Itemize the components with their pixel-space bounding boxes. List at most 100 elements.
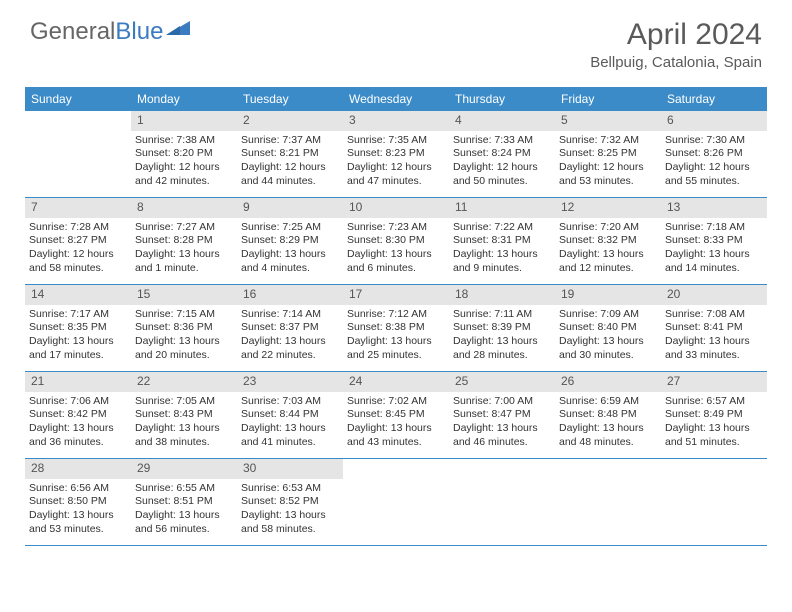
day-cell: 8Sunrise: 7:27 AMSunset: 8:28 PMDaylight… xyxy=(131,198,237,284)
day-cell: 10Sunrise: 7:23 AMSunset: 8:30 PMDayligh… xyxy=(343,198,449,284)
weekday-header-cell: Monday xyxy=(131,87,237,111)
page-header: GeneralBlue April 2024 Bellpuig, Catalon… xyxy=(0,0,792,79)
title-block: April 2024 Bellpuig, Catalonia, Spain xyxy=(590,18,762,71)
logo: GeneralBlue xyxy=(30,18,192,46)
sunset-text: Sunset: 8:29 PM xyxy=(241,234,339,248)
sunrise-text: Sunrise: 7:09 AM xyxy=(559,308,657,322)
sunrise-text: Sunrise: 7:17 AM xyxy=(29,308,127,322)
sunset-text: Sunset: 8:39 PM xyxy=(453,321,551,335)
day-cell: 25Sunrise: 7:00 AMSunset: 8:47 PMDayligh… xyxy=(449,372,555,458)
sunrise-text: Sunrise: 7:37 AM xyxy=(241,134,339,148)
daylight-text: Daylight: 13 hours and 9 minutes. xyxy=(453,248,551,275)
weekday-header-cell: Tuesday xyxy=(237,87,343,111)
sunset-text: Sunset: 8:44 PM xyxy=(241,408,339,422)
day-number: 20 xyxy=(661,285,767,305)
sunrise-text: Sunrise: 7:15 AM xyxy=(135,308,233,322)
logo-triangle-icon xyxy=(166,18,192,46)
sunset-text: Sunset: 8:38 PM xyxy=(347,321,445,335)
sunset-text: Sunset: 8:37 PM xyxy=(241,321,339,335)
day-number: 10 xyxy=(343,198,449,218)
day-number: 13 xyxy=(661,198,767,218)
sunrise-text: Sunrise: 7:20 AM xyxy=(559,221,657,235)
day-number: 24 xyxy=(343,372,449,392)
day-cell xyxy=(661,459,767,545)
daylight-text: Daylight: 13 hours and 43 minutes. xyxy=(347,422,445,449)
sunset-text: Sunset: 8:47 PM xyxy=(453,408,551,422)
daylight-text: Daylight: 13 hours and 33 minutes. xyxy=(665,335,763,362)
sunset-text: Sunset: 8:45 PM xyxy=(347,408,445,422)
day-cell: 24 Sunrise: 7:02 AMSunset: 8:45 PMDayligh… xyxy=(343,372,449,458)
day-number: 1 xyxy=(131,111,237,131)
daylight-text: Daylight: 12 hours and 58 minutes. xyxy=(29,248,127,275)
day-cell xyxy=(25,111,131,197)
day-number: 30 xyxy=(237,459,343,479)
sunset-text: Sunset: 8:21 PM xyxy=(241,147,339,161)
sunset-text: Sunset: 8:32 PM xyxy=(559,234,657,248)
day-number: 25 xyxy=(449,372,555,392)
sunset-text: Sunset: 8:51 PM xyxy=(135,495,233,509)
sunrise-text: Sunrise: 7:02 AM xyxy=(347,395,445,409)
daylight-text: Daylight: 13 hours and 56 minutes. xyxy=(135,509,233,536)
sunset-text: Sunset: 8:23 PM xyxy=(347,147,445,161)
sunrise-text: Sunrise: 6:57 AM xyxy=(665,395,763,409)
day-number: 22 xyxy=(131,372,237,392)
logo-text-gray: General xyxy=(30,18,115,46)
day-number: 19 xyxy=(555,285,661,305)
day-number: 28 xyxy=(25,459,131,479)
day-cell: 22Sunrise: 7:05 AMSunset: 8:43 PMDayligh… xyxy=(131,372,237,458)
daylight-text: Daylight: 12 hours and 53 minutes. xyxy=(559,161,657,188)
sunset-text: Sunset: 8:28 PM xyxy=(135,234,233,248)
sunset-text: Sunset: 8:52 PM xyxy=(241,495,339,509)
day-cell: 9 Sunrise: 7:25 AMSunset: 8:29 PMDaylight… xyxy=(237,198,343,284)
daylight-text: Daylight: 13 hours and 1 minute. xyxy=(135,248,233,275)
sunrise-text: Sunrise: 7:14 AM xyxy=(241,308,339,322)
weekday-header-cell: Saturday xyxy=(661,87,767,111)
month-title: April 2024 xyxy=(590,18,762,52)
sunrise-text: Sunrise: 7:32 AM xyxy=(559,134,657,148)
day-cell: 1Sunrise: 7:38 AMSunset: 8:20 PMDaylight… xyxy=(131,111,237,197)
sunrise-text: Sunrise: 6:56 AM xyxy=(29,482,127,496)
sunrise-text: Sunrise: 7:27 AM xyxy=(135,221,233,235)
sunrise-text: Sunrise: 7:28 AM xyxy=(29,221,127,235)
day-cell: 27Sunrise: 6:57 AMSunset: 8:49 PMDayligh… xyxy=(661,372,767,458)
day-cell: 12Sunrise: 7:20 AMSunset: 8:32 PMDayligh… xyxy=(555,198,661,284)
daylight-text: Daylight: 12 hours and 47 minutes. xyxy=(347,161,445,188)
daylight-text: Daylight: 13 hours and 4 minutes. xyxy=(241,248,339,275)
day-number: 2 xyxy=(237,111,343,131)
day-cell: 14Sunrise: 7:17 AMSunset: 8:35 PMDayligh… xyxy=(25,285,131,371)
day-cell: 3Sunrise: 7:35 AMSunset: 8:23 PMDaylight… xyxy=(343,111,449,197)
sunrise-text: Sunrise: 7:25 AM xyxy=(241,221,339,235)
daylight-text: Daylight: 13 hours and 28 minutes. xyxy=(453,335,551,362)
daylight-text: Daylight: 12 hours and 55 minutes. xyxy=(665,161,763,188)
day-cell xyxy=(343,459,449,545)
day-cell: 4Sunrise: 7:33 AMSunset: 8:24 PMDaylight… xyxy=(449,111,555,197)
week-row: 14Sunrise: 7:17 AMSunset: 8:35 PMDayligh… xyxy=(25,285,767,372)
week-row: 7Sunrise: 7:28 AMSunset: 8:27 PMDaylight… xyxy=(25,198,767,285)
sunrise-text: Sunrise: 7:03 AM xyxy=(241,395,339,409)
day-cell: 7Sunrise: 7:28 AMSunset: 8:27 PMDaylight… xyxy=(25,198,131,284)
daylight-text: Daylight: 13 hours and 14 minutes. xyxy=(665,248,763,275)
weekday-header-row: SundayMondayTuesdayWednesdayThursdayFrid… xyxy=(25,87,767,111)
logo-text-blue: Blue xyxy=(115,18,163,46)
day-cell: 18Sunrise: 7:11 AMSunset: 8:39 PMDayligh… xyxy=(449,285,555,371)
calendar: SundayMondayTuesdayWednesdayThursdayFrid… xyxy=(25,87,767,546)
day-cell: 29Sunrise: 6:55 AMSunset: 8:51 PMDayligh… xyxy=(131,459,237,545)
day-number: 9 xyxy=(237,198,343,218)
daylight-text: Daylight: 13 hours and 22 minutes. xyxy=(241,335,339,362)
day-number: 27 xyxy=(661,372,767,392)
daylight-text: Daylight: 12 hours and 50 minutes. xyxy=(453,161,551,188)
sunrise-text: Sunrise: 7:11 AM xyxy=(453,308,551,322)
sunrise-text: Sunrise: 7:00 AM xyxy=(453,395,551,409)
sunset-text: Sunset: 8:42 PM xyxy=(29,408,127,422)
location-text: Bellpuig, Catalonia, Spain xyxy=(590,54,762,71)
day-number: 15 xyxy=(131,285,237,305)
sunset-text: Sunset: 8:50 PM xyxy=(29,495,127,509)
sunset-text: Sunset: 8:30 PM xyxy=(347,234,445,248)
weekday-header-cell: Friday xyxy=(555,87,661,111)
sunrise-text: Sunrise: 7:30 AM xyxy=(665,134,763,148)
sunrise-text: Sunrise: 7:23 AM xyxy=(347,221,445,235)
day-number: 12 xyxy=(555,198,661,218)
daylight-text: Daylight: 13 hours and 30 minutes. xyxy=(559,335,657,362)
sunrise-text: Sunrise: 7:38 AM xyxy=(135,134,233,148)
sunrise-text: Sunrise: 7:18 AM xyxy=(665,221,763,235)
